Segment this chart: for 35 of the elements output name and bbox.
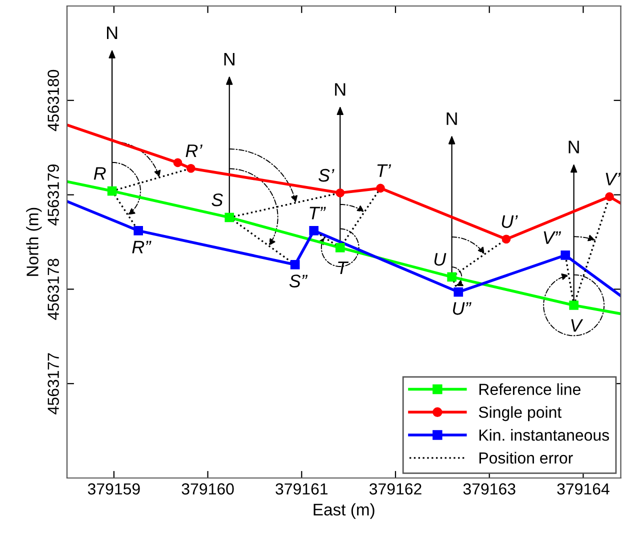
y-axis-title: North (m) bbox=[26, 208, 42, 276]
x-tick-label: 379162 bbox=[369, 483, 422, 495]
annotation: U’ bbox=[502, 215, 518, 228]
annotation: V’ bbox=[606, 172, 621, 186]
y-tick-label: 4563177 bbox=[48, 353, 59, 414]
annotation: V bbox=[571, 319, 584, 332]
x-tick-label: 379164 bbox=[557, 483, 610, 495]
annotation: S” bbox=[289, 274, 308, 288]
annotation: R bbox=[94, 167, 106, 180]
annotation: T” bbox=[310, 206, 326, 220]
annotation: R’ bbox=[186, 144, 202, 157]
x-tick-label: 379159 bbox=[88, 483, 140, 495]
x-tick-label: 379160 bbox=[182, 483, 234, 495]
annotation: N bbox=[107, 26, 118, 39]
x-tick-label: 379163 bbox=[463, 483, 516, 495]
annotation: N bbox=[568, 140, 579, 154]
annotation: U bbox=[434, 253, 446, 266]
x-axis-title: East (m) bbox=[314, 503, 374, 519]
legend-label: Kin. instantaneous bbox=[479, 429, 610, 441]
y-tick-label: 4563179 bbox=[48, 164, 59, 226]
annotation: N bbox=[224, 53, 234, 66]
annotation: R” bbox=[132, 240, 152, 254]
annotation: T’ bbox=[377, 164, 392, 177]
x-tick-label: 379161 bbox=[276, 483, 328, 495]
legend-label: Position error bbox=[479, 452, 573, 464]
annotation: S bbox=[212, 193, 223, 206]
annotation: U” bbox=[453, 302, 472, 315]
annotation: N bbox=[335, 83, 346, 96]
y-tick-label: 4563178 bbox=[48, 258, 59, 320]
legend-label: Single point bbox=[478, 406, 562, 422]
annotation: V” bbox=[544, 231, 561, 244]
annotation: N bbox=[446, 112, 457, 125]
y-tick-label: 4563180 bbox=[48, 70, 59, 132]
annotation: S’ bbox=[318, 168, 334, 182]
legend-label: Reference line bbox=[479, 383, 580, 396]
